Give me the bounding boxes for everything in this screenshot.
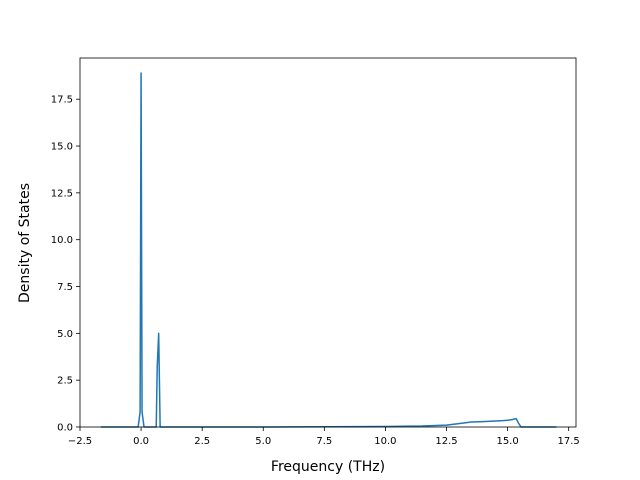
y-tick-label: 7.5 (57, 282, 73, 293)
y-axis: 0.0 2.5 5.0 7.5 10.0 12.5 15.0 17.5 (51, 95, 80, 434)
y-tick-label: 2.5 (57, 376, 73, 387)
x-tick-label: 10.0 (374, 436, 396, 447)
x-tick-label: −2.5 (68, 436, 92, 447)
x-axis-title: Frequency (THz) (271, 459, 385, 475)
y-tick-label: 15.0 (51, 142, 73, 153)
x-axis: −2.5 0.0 2.5 5.0 7.5 10.0 12.5 15.0 17.5 (68, 427, 580, 447)
y-tick-label: 12.5 (51, 188, 73, 199)
x-tick-label: 15.0 (496, 436, 518, 447)
x-tick-label: 7.5 (316, 436, 332, 447)
x-tick-label: 2.5 (194, 436, 210, 447)
y-tick-label: 5.0 (57, 329, 73, 340)
y-tick-label: 10.0 (51, 235, 73, 246)
series-layer (100, 72, 557, 428)
x-tick-label: 12.5 (435, 436, 457, 447)
x-tick-label: 5.0 (255, 436, 271, 447)
y-axis-title: Density of States (17, 183, 33, 303)
x-tick-label: 0.0 (133, 436, 149, 447)
y-tick-label: 0.0 (57, 423, 73, 434)
series-line-0 (100, 72, 557, 428)
y-tick-label: 17.5 (51, 95, 73, 106)
x-tick-label: 17.5 (558, 436, 580, 447)
plot-frame (79, 57, 577, 428)
